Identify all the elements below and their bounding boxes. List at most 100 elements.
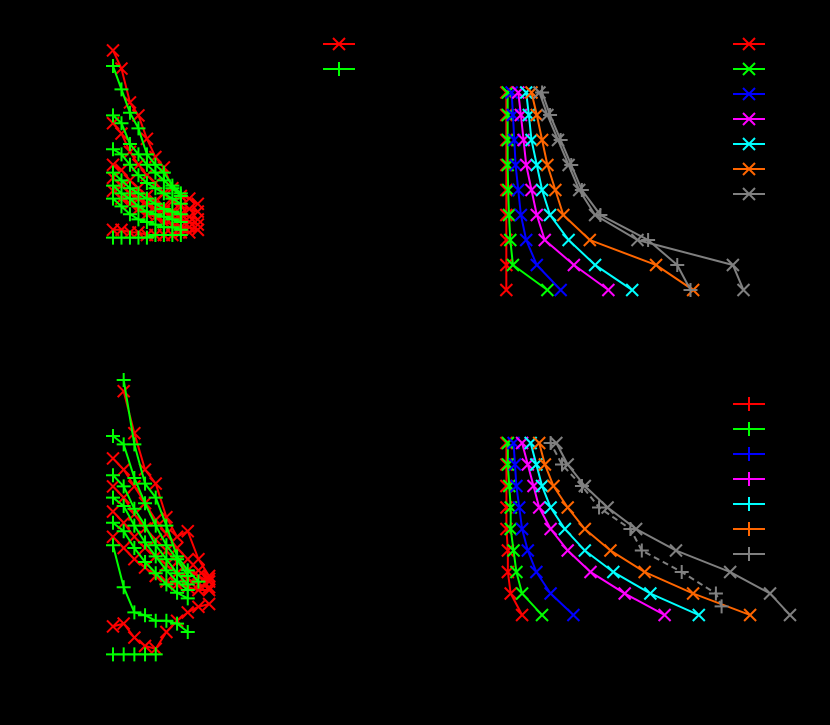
data-point-1-3-4 bbox=[524, 183, 539, 197]
data-point-3-4-1 bbox=[643, 586, 658, 601]
data-point-3-0-1 bbox=[503, 586, 518, 601]
data-point-0-6-0 bbox=[106, 59, 120, 73]
data-point-3-2-1 bbox=[543, 586, 558, 601]
data-point-0-10-1 bbox=[114, 186, 129, 201]
data-point-1-2-4 bbox=[511, 183, 525, 197]
data-point-1-4-1 bbox=[588, 258, 602, 272]
data-point-0-8-0 bbox=[106, 142, 120, 157]
data-point-1-5-5 bbox=[540, 158, 555, 172]
data-point-0-0-0 bbox=[106, 43, 120, 58]
data-point-2-9-0 bbox=[106, 490, 120, 505]
data-point-2-5-3 bbox=[138, 639, 152, 653]
legend-marker-3-0 bbox=[742, 397, 756, 411]
data-point-0-6-1 bbox=[114, 82, 129, 97]
data-point-1-3-2 bbox=[538, 233, 552, 247]
data-point-2-7-3 bbox=[138, 496, 153, 511]
data-point-0-7-5 bbox=[148, 165, 163, 180]
data-point-2-10-7 bbox=[180, 591, 195, 606]
data-point-2-10-1 bbox=[116, 524, 131, 539]
data-point-2-5-5 bbox=[159, 625, 174, 639]
data-point-3-2-7 bbox=[508, 457, 522, 472]
legend-marker-1-2 bbox=[742, 87, 756, 101]
data-point-3-5-6 bbox=[546, 479, 561, 493]
series-0-10 bbox=[106, 178, 188, 229]
data-point-1-2-0 bbox=[553, 283, 568, 297]
data-point-1-7-4 bbox=[574, 183, 589, 197]
data-point-2-1-1 bbox=[116, 462, 131, 477]
data-point-3-7-4 bbox=[623, 522, 638, 536]
legend-entry-3-1 bbox=[733, 422, 765, 436]
data-point-1-1-3 bbox=[502, 208, 516, 222]
data-point-1-0-3 bbox=[499, 208, 514, 222]
data-point-0-11-4 bbox=[139, 215, 154, 229]
data-point-1-5-3 bbox=[556, 208, 571, 222]
data-point-2-5-2 bbox=[127, 630, 142, 645]
data-point-3-5-5 bbox=[560, 500, 575, 515]
data-point-1-3-5 bbox=[519, 158, 533, 172]
data-point-3-5-7 bbox=[538, 457, 552, 472]
data-point-3-3-3 bbox=[560, 543, 575, 558]
series-2-11 bbox=[106, 538, 195, 639]
data-point-2-1-0 bbox=[106, 451, 120, 466]
data-point-2-10-4 bbox=[148, 566, 163, 581]
series-line-1-7 bbox=[541, 92, 692, 291]
data-point-3-1-0 bbox=[535, 608, 549, 622]
series-line-2-10 bbox=[112, 522, 189, 600]
data-point-0-9-3 bbox=[131, 186, 146, 201]
data-point-1-1-7 bbox=[500, 108, 515, 122]
data-point-3-6-3 bbox=[669, 543, 683, 558]
data-point-1-1-0 bbox=[540, 283, 555, 297]
series-3-7 bbox=[543, 436, 729, 614]
data-point-0-7-3 bbox=[131, 147, 146, 162]
data-point-2-3-9 bbox=[202, 580, 216, 594]
data-point-0-11-3 bbox=[131, 212, 146, 227]
data-point-2-6-0 bbox=[116, 373, 131, 387]
data-point-3-5-4 bbox=[578, 522, 592, 536]
data-point-2-11-3 bbox=[138, 608, 153, 623]
data-point-1-2-1 bbox=[530, 258, 544, 272]
data-point-3-0-0 bbox=[515, 608, 529, 622]
data-point-1-2-5 bbox=[508, 158, 523, 172]
data-point-3-3-0 bbox=[657, 608, 672, 622]
data-point-3-3-5 bbox=[532, 500, 546, 515]
series-line-2-9 bbox=[112, 496, 189, 591]
data-point-1-4-8 bbox=[519, 85, 533, 100]
data-point-1-3-0 bbox=[601, 283, 616, 297]
data-point-3-4-0 bbox=[692, 608, 706, 622]
legend-marker-3-6 bbox=[742, 547, 756, 561]
data-point-3-4-4 bbox=[558, 522, 572, 536]
data-point-1-7-8 bbox=[535, 85, 550, 100]
series-1-3 bbox=[511, 85, 616, 297]
data-point-2-0-3 bbox=[149, 476, 163, 491]
series-0-9 bbox=[106, 165, 188, 222]
data-point-2-9-1 bbox=[116, 499, 131, 513]
data-point-2-4-2 bbox=[127, 552, 142, 566]
data-point-2-0-6 bbox=[181, 524, 195, 538]
data-point-1-7-2 bbox=[641, 233, 656, 247]
data-point-0-11-0 bbox=[106, 191, 120, 206]
data-point-2-6-7 bbox=[191, 574, 206, 589]
data-point-2-6-3 bbox=[148, 490, 163, 505]
legend-bottom-right bbox=[733, 397, 765, 561]
legend-entry-1-3 bbox=[733, 112, 765, 126]
data-point-1-4-5 bbox=[530, 158, 544, 172]
data-point-3-2-4 bbox=[515, 522, 529, 536]
data-point-2-2-0 bbox=[106, 479, 120, 494]
data-point-1-5-4 bbox=[548, 183, 563, 197]
legend-entry-3-6 bbox=[733, 547, 765, 561]
data-point-3-7-0 bbox=[714, 599, 729, 614]
data-point-2-7-2 bbox=[127, 471, 142, 485]
data-point-2-0-7 bbox=[191, 552, 206, 566]
data-point-0-8-2 bbox=[122, 157, 137, 172]
legend-entry-3-4 bbox=[733, 497, 765, 511]
data-point-3-3-1 bbox=[617, 586, 632, 601]
data-point-0-7-4 bbox=[139, 157, 154, 172]
data-point-2-9-4 bbox=[148, 549, 163, 564]
data-point-2-4-8 bbox=[191, 583, 206, 597]
data-point-2-10-3 bbox=[138, 555, 153, 569]
data-point-3-5-8 bbox=[532, 436, 546, 450]
series-2-12 bbox=[106, 647, 163, 662]
legend-entry-1-4 bbox=[733, 137, 765, 151]
data-point-3-7-2 bbox=[674, 565, 689, 579]
